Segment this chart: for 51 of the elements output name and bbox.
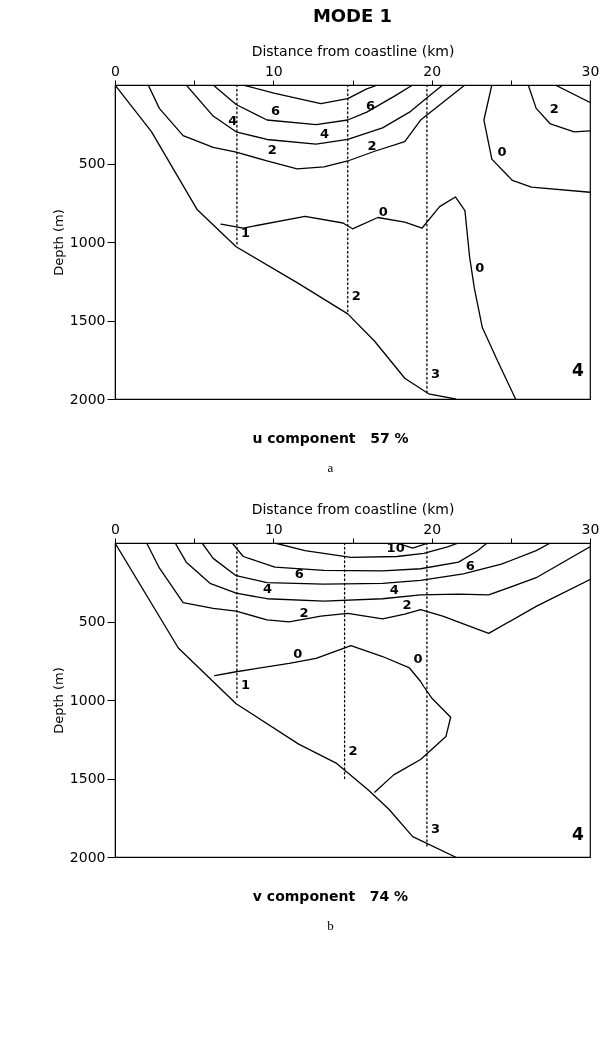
annotation: 4	[228, 112, 238, 128]
chart-title: MODE 1	[312, 5, 393, 26]
y-tick-label: 1500	[69, 770, 106, 786]
annotation: 0	[413, 650, 423, 666]
annotation: 2	[367, 138, 377, 154]
annotation: 4	[572, 824, 584, 844]
x-tick-label: 10	[264, 520, 283, 537]
x-tick-label: 0	[111, 62, 120, 79]
annotation: 0	[378, 204, 388, 220]
text: b	[326, 918, 335, 934]
annotation: 2	[299, 604, 309, 620]
annotation: 6	[465, 557, 475, 573]
annotation: 0	[293, 646, 303, 662]
annotation: 0	[475, 259, 485, 275]
annotation: 0	[497, 144, 507, 160]
annotation: 4	[320, 126, 330, 142]
text: u component 57 %	[251, 430, 410, 446]
annotation: 6	[271, 103, 281, 119]
annotation: 2	[549, 101, 559, 117]
y-axis-title: Depth (m)	[50, 667, 66, 734]
y-tick-label: 2000	[69, 848, 106, 865]
annotation: 3	[430, 821, 440, 837]
annotation: 2	[267, 142, 277, 158]
x-tick-label: 20	[423, 62, 442, 79]
annotation: 6	[366, 97, 376, 113]
annotation: 4	[263, 580, 273, 596]
annotation: 2	[351, 287, 361, 303]
annotation: 1	[240, 676, 250, 692]
x-tick-label: 0	[111, 520, 120, 537]
y-tick-label: 2000	[69, 390, 106, 407]
y-axis-title: Depth (m)	[50, 209, 66, 276]
x-tick-label: 30	[581, 62, 600, 79]
y-tick-label: 500	[78, 613, 106, 629]
y-tick-label: 1000	[69, 691, 106, 708]
text: v component 74 %	[251, 888, 410, 904]
x-axis-title: Distance from coastline (km)	[251, 42, 455, 59]
x-tick-label: 20	[423, 520, 442, 537]
annotation: 2	[348, 742, 358, 758]
annotation: 1	[240, 225, 250, 240]
y-tick-label: 1000	[69, 233, 106, 250]
annotation: 4	[389, 581, 399, 597]
x-tick-label: 10	[264, 62, 283, 79]
y-tick-label: 500	[78, 155, 106, 171]
y-tick-label: 1500	[69, 312, 106, 328]
annotation: 4	[572, 360, 584, 380]
annotation: 2	[402, 597, 412, 613]
text: a	[326, 460, 335, 476]
annotation: 6	[294, 566, 304, 582]
annotation: 3	[430, 366, 440, 382]
x-tick-label: 30	[581, 520, 600, 537]
x-axis-title: Distance from coastline (km)	[251, 500, 455, 517]
